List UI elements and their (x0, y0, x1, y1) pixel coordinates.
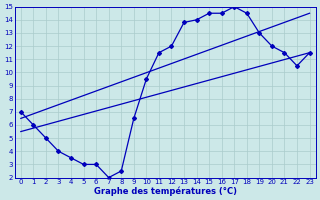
X-axis label: Graphe des températures (°C): Graphe des températures (°C) (94, 186, 237, 196)
